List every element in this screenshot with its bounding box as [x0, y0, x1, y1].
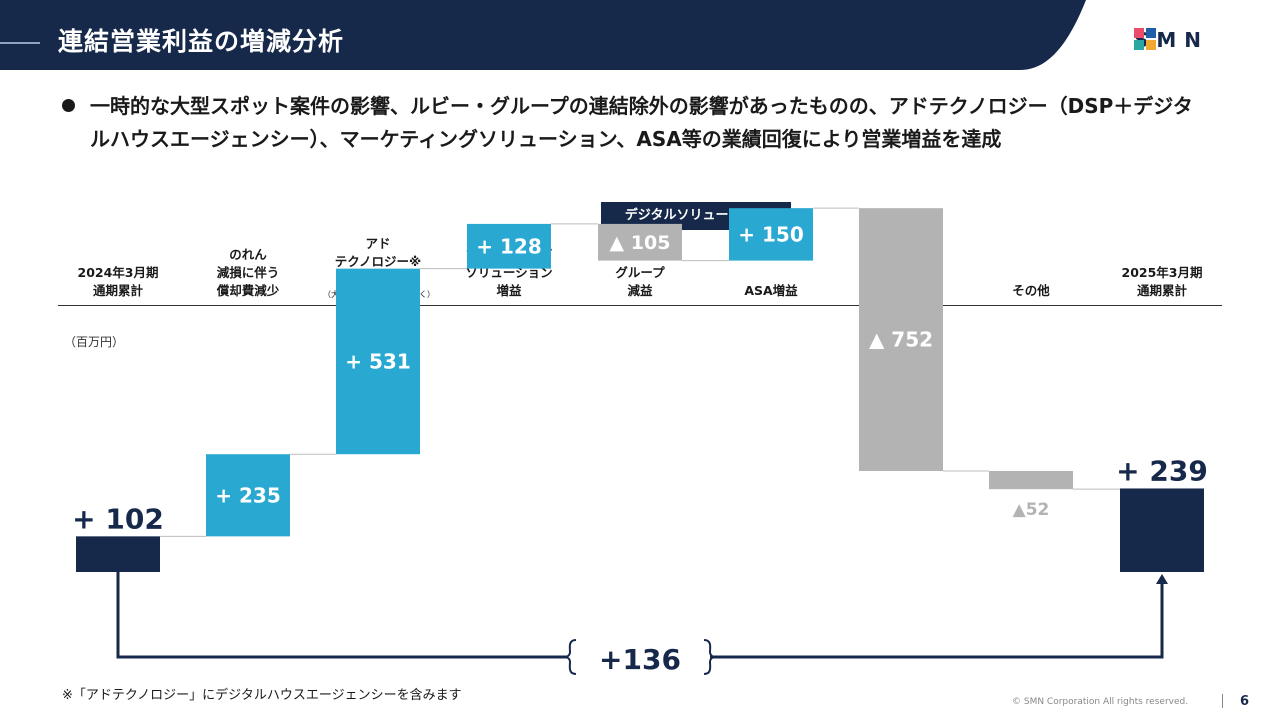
column-header-line: 減損に伴う	[216, 265, 280, 280]
arrow-up-icon	[1156, 574, 1168, 584]
bar-label-4: ▲ 105	[610, 232, 671, 254]
bar-7	[989, 470, 1073, 490]
column-header-8: 2025年3月期 通期累計	[1107, 228, 1217, 300]
unit-label: （百万円）	[64, 335, 125, 349]
difference-line-left	[116, 572, 568, 659]
brace-left-icon	[565, 639, 577, 675]
column-header-1: のれん減損に伴う償却費減少	[193, 228, 303, 300]
bar-label-2: + 531	[345, 349, 410, 373]
bar-8	[1120, 488, 1204, 572]
bar-label-7: ▲52	[1013, 500, 1050, 520]
bar-1	[206, 454, 290, 537]
difference-line-right	[710, 582, 1164, 659]
column-header-0: 2024年3月期 通期累計	[63, 228, 173, 300]
logo-mark-icon	[1134, 28, 1156, 50]
copyright: © SMN Corporation All rights reserved.	[1012, 697, 1189, 707]
bar-0	[76, 536, 160, 572]
column-header-line: 減益	[627, 283, 653, 298]
bullet-icon	[62, 99, 75, 112]
bar-2	[336, 268, 420, 455]
bar-label-1: + 235	[215, 483, 280, 507]
bar-label-6: ▲ 752	[869, 328, 933, 352]
bar-3	[467, 223, 551, 269]
footnote: ※「アドテクノロジー」にデジタルハウスエージェンシーを含みます	[62, 688, 462, 703]
header-bar: 連結営業利益の増減分析 SMN	[0, 0, 1280, 70]
bar-label-3: + 128	[476, 234, 541, 258]
bar-6	[859, 208, 943, 471]
bar-4	[598, 223, 682, 261]
column-header-line: ASA増益	[744, 283, 798, 298]
difference-label: +136	[599, 643, 681, 676]
lead-text: 一時的な大型スポット案件の影響、ルビー・グループの連結除外の影響があったものの、…	[90, 94, 1193, 151]
bar-label-5: + 150	[738, 222, 803, 246]
page-number: 6	[1240, 694, 1250, 709]
page-title: 連結営業利益の増減分析	[58, 27, 345, 56]
header-divider	[58, 305, 1222, 306]
column-header-line: 2024年3月期	[77, 265, 159, 280]
column-header-line: その他	[1012, 283, 1050, 298]
footer-separator	[1222, 694, 1223, 708]
brace-right-icon	[703, 639, 715, 675]
column-header-line: 通期累計	[1136, 283, 1187, 298]
column-header-line: のれん	[229, 247, 267, 262]
bar-label-0: + 102	[72, 502, 164, 535]
column-header-line: グループ	[615, 265, 665, 280]
bar-label-8: + 239	[1116, 454, 1208, 487]
column-header-line: ソリューション	[465, 265, 553, 280]
title-accent-line	[0, 42, 40, 44]
column-header-7: その他	[976, 228, 1086, 300]
column-header-line: 増益	[496, 283, 522, 298]
header-background	[0, 0, 1086, 70]
bar-5	[729, 208, 813, 261]
column-header-line: 通期累計	[92, 283, 143, 298]
column-header-5: ASA増益	[716, 228, 826, 300]
company-logo: SMN	[1134, 28, 1209, 52]
column-header-line: テクノロジー※	[334, 254, 422, 269]
column-header-line: 2025年3月期	[1121, 265, 1203, 280]
column-header-line: アド	[365, 236, 391, 251]
column-header-line: 償却費減少	[216, 283, 280, 298]
logo-text: SMN	[1134, 28, 1210, 52]
